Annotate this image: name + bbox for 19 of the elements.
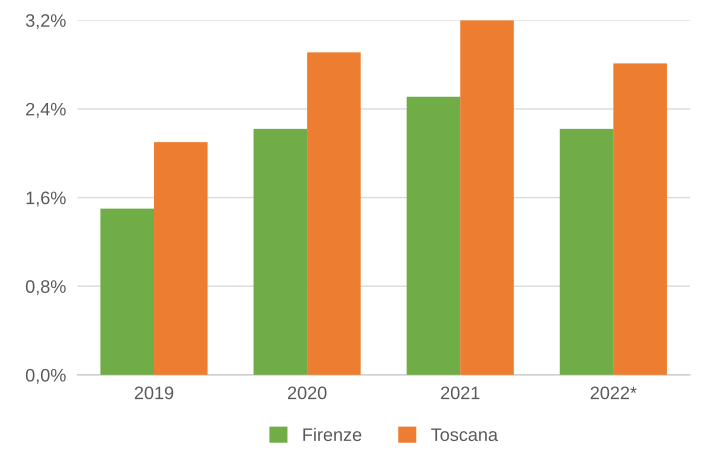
y-tick-label: 0,0%	[26, 368, 66, 384]
legend-label: Toscana	[431, 428, 498, 442]
x-tick-label: 2022*	[590, 386, 637, 400]
y-tick-label: 0,8%	[26, 280, 66, 296]
bar	[560, 128, 614, 375]
bar	[100, 208, 154, 375]
y-tick-label: 3,2%	[26, 14, 66, 30]
bar	[254, 128, 308, 375]
y-tick-label: 1,6%	[26, 191, 66, 206]
y-tick-label: 2,4%	[26, 102, 66, 118]
bar	[406, 96, 460, 375]
legend-label: Firenze	[303, 428, 362, 442]
x-tick-label: 2019	[134, 386, 174, 400]
x-tick-label: 2021	[441, 386, 480, 400]
x-tick-label: 2020	[288, 386, 326, 400]
bar	[307, 52, 361, 375]
bar	[154, 142, 208, 375]
bar	[613, 63, 667, 375]
bar	[460, 20, 514, 375]
